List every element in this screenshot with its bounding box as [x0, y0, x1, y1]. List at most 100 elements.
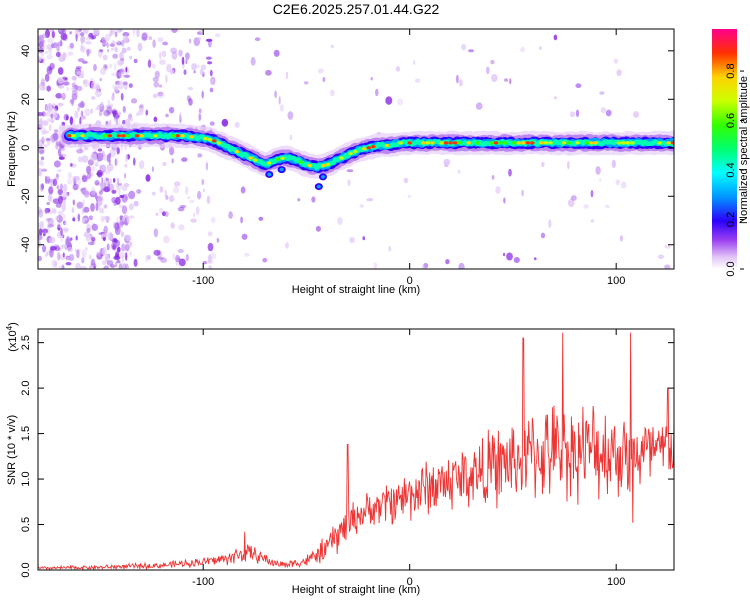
snr-ylabel: SNR (10 * v/v) — [6, 415, 18, 485]
colorbar-tick-label: 0.2 — [725, 212, 737, 227]
snr-xlabel: Height of straight line (km) — [292, 584, 420, 596]
ridge-core — [475, 141, 480, 145]
spectrogram-axes: -100 0 100 -40 -20 0 20 40 — [20, 29, 674, 287]
colorbar-tick-label: 0.4 — [725, 162, 737, 177]
ridge-core — [584, 141, 590, 145]
spectrogram-xlabel: Height of straight line (km) — [292, 284, 420, 296]
ridge-core — [489, 141, 494, 145]
spectrogram-ytick-label: 40 — [20, 45, 32, 57]
ridge-core — [657, 141, 662, 145]
spectrogram-tail-core-1 — [320, 175, 325, 179]
spectrogram-tail-core-0 — [267, 172, 272, 177]
ridge-core — [280, 156, 285, 160]
ridge-core — [107, 134, 113, 138]
ridge-core — [253, 158, 258, 162]
spectrogram-panel: -100 0 100 -40 -20 0 20 40 Height of straight l… — [6, 28, 675, 296]
spectrogram-tail-core-2 — [316, 184, 321, 189]
colorbar: 0.0 0.2 0.4 0.6 0.8 Normalized spectral ampl… — [712, 29, 750, 277]
spectrogram-noise — [38, 29, 671, 269]
snr-ytick-label: 0.0 — [20, 562, 32, 577]
ridge-core — [512, 141, 517, 145]
snr-xtick-label: 100 — [607, 576, 625, 588]
ridge-core — [448, 141, 453, 145]
ridge-core — [384, 143, 390, 147]
spectrogram-ytick-label: 0 — [20, 145, 32, 151]
snr-ytick-label: 1.0 — [20, 471, 32, 486]
ridge-core — [339, 156, 344, 160]
ridge-core — [71, 134, 76, 138]
ridge-core — [180, 134, 185, 138]
ridge-core — [321, 164, 326, 168]
ridge-core — [616, 141, 621, 145]
ridge-core — [212, 139, 217, 143]
ridge-core — [452, 141, 458, 145]
ridge-core — [275, 157, 281, 161]
ridge-core — [543, 141, 549, 145]
spectrogram-ridge-cores — [66, 134, 674, 168]
colorbar-gradient — [712, 29, 737, 269]
ridge-core — [425, 141, 431, 145]
ridge-core — [516, 141, 521, 145]
snr-y-multiplier: (x104) — [5, 322, 19, 352]
spectrogram-ytick-label: 20 — [20, 93, 32, 105]
ridge-core — [139, 134, 144, 138]
snr-ytick-label: 2.5 — [20, 335, 32, 350]
ridge-core — [80, 134, 85, 138]
snr-xtick-label: 0 — [407, 576, 413, 588]
ridge-core — [566, 141, 571, 145]
ridge-core — [348, 152, 353, 156]
snr-ytick-label: 2.0 — [20, 380, 32, 395]
snr-xtick-label: -100 — [192, 576, 214, 588]
spectrogram-xtick-label: 100 — [607, 275, 625, 287]
snr-ytick-label: 1.5 — [20, 426, 32, 441]
ridge-core — [189, 135, 194, 139]
snr-axes: -100 0 100 0.0 0.5 1.0 1.5 2.0 2.5 — [20, 329, 674, 588]
spectrogram-ylabel: Frequency (Hz) — [6, 111, 18, 187]
colorbar-axes: 0.0 0.2 0.4 0.6 0.8 — [725, 63, 744, 277]
ridge-core — [625, 141, 630, 145]
ridge-core — [298, 160, 303, 164]
spectrogram-plot-area — [38, 29, 674, 269]
ridge-core — [207, 138, 212, 142]
ridge-core — [493, 141, 499, 145]
ridge-core — [66, 134, 72, 138]
ridge-core — [203, 137, 208, 141]
colorbar-label: Normalized spectral amplitude — [738, 76, 750, 224]
colorbar-tick-label: 0.8 — [725, 63, 737, 78]
ridge-core — [248, 156, 253, 160]
snr-frame — [37, 328, 675, 571]
ridge-core — [175, 134, 181, 138]
snr-ytick-label: 0.5 — [20, 517, 32, 532]
snr-plot-area — [38, 332, 674, 570]
spectrogram-ytick-label: -20 — [20, 188, 32, 204]
ridge-core — [121, 134, 126, 138]
ridge-core — [539, 141, 544, 145]
ridge-core — [666, 141, 671, 145]
ridge-core — [498, 141, 503, 145]
ridge-core — [593, 141, 599, 145]
ridge-core — [353, 150, 358, 154]
ridge-core — [439, 141, 444, 145]
snr-series-line — [38, 332, 674, 570]
ridge-core — [325, 162, 331, 166]
ridge-core — [443, 141, 449, 145]
spectrogram-xtick-label: -100 — [192, 275, 214, 287]
figure-title: C2E6.2025.257.01.44.G22 — [273, 1, 440, 17]
ridge-core — [407, 141, 412, 145]
ridge-core — [630, 141, 635, 145]
ridge-core — [371, 145, 376, 149]
ridge-core — [525, 141, 530, 145]
ridge-core — [216, 141, 222, 145]
spectrogram-tail-core-3 — [279, 167, 284, 172]
ridge-core — [103, 134, 108, 138]
ridge-core — [561, 141, 567, 145]
ridge-core — [366, 146, 371, 150]
spectrogram-frame — [37, 28, 675, 270]
ridge-core — [502, 141, 508, 145]
ridge-core — [466, 141, 471, 145]
ridge-core — [548, 141, 553, 145]
colorbar-tick-label: 0.6 — [725, 113, 737, 128]
ridge-core — [457, 141, 462, 145]
ridge-core — [266, 161, 272, 165]
